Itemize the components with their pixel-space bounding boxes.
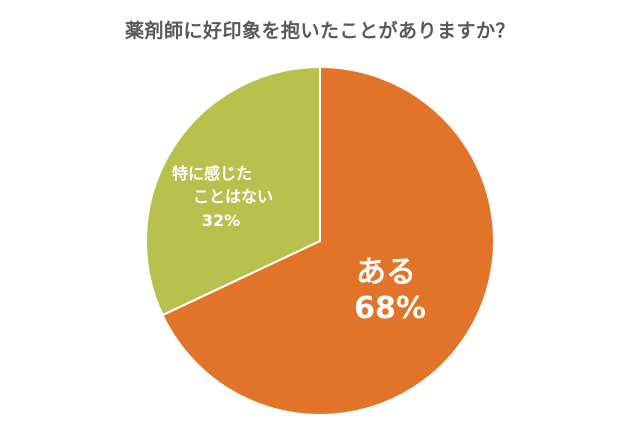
slice-label-aru: ある [356, 255, 416, 290]
pie-slice-0 [161, 65, 495, 416]
slice-label-nai-line2: ことはない [193, 187, 273, 206]
slice-value-nai: 32% [202, 211, 240, 230]
chart-title: 薬剤師に好印象を抱いたことがありますか？ [124, 20, 515, 42]
slice-label-nai-line1: 特に感じた [172, 164, 252, 183]
pie-slice-1 [145, 65, 321, 317]
slice-value-aru: 68% [354, 291, 426, 326]
